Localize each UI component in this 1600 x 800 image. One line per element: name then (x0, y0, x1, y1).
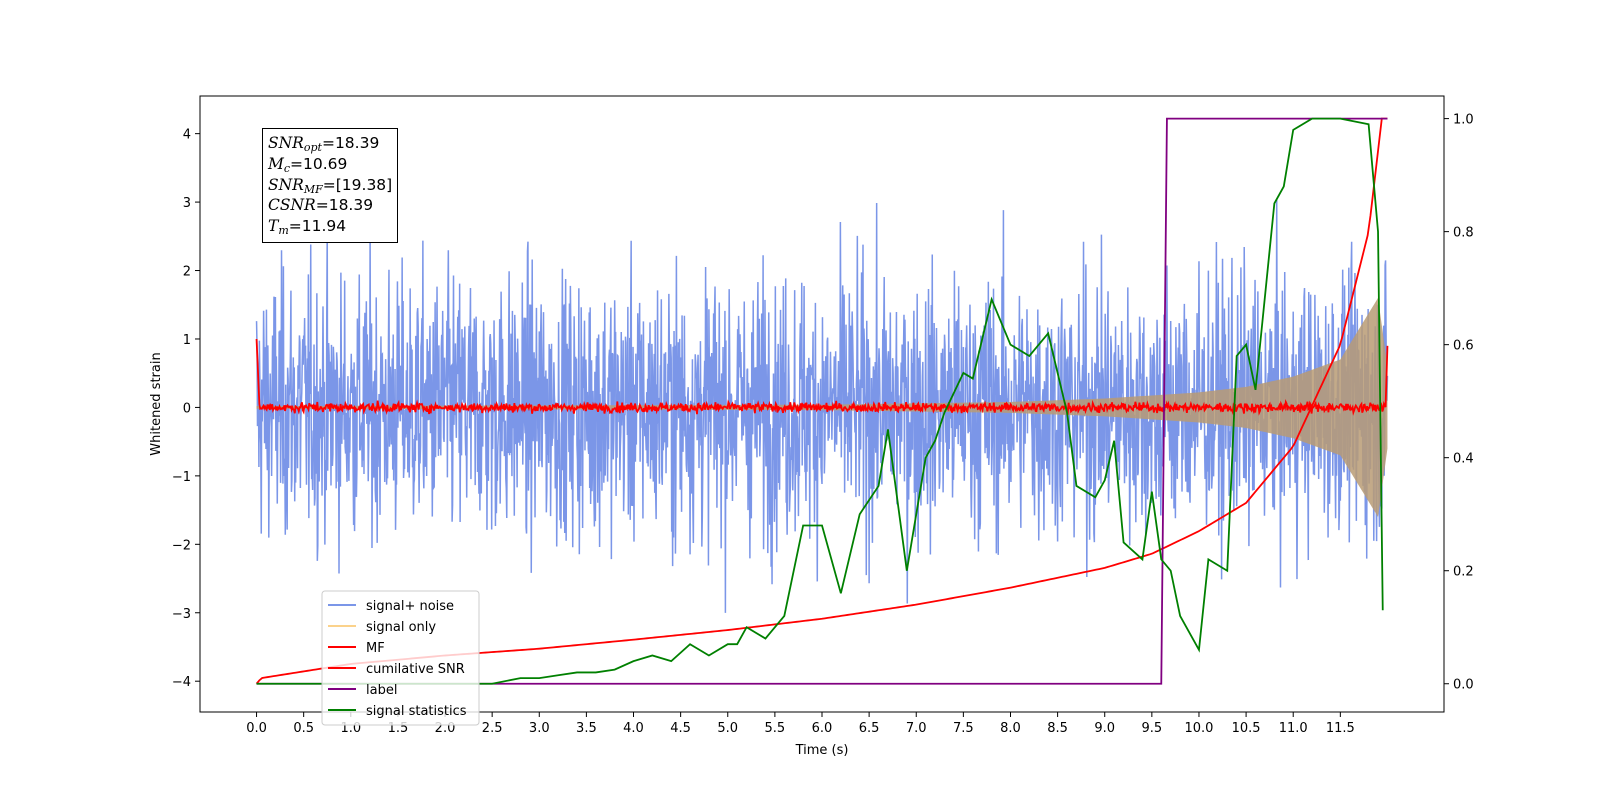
x-tick-label: 3.0 (529, 721, 550, 736)
annotation-mc: Mc=10.69 (268, 154, 348, 175)
y-tick-label: 4 (183, 128, 191, 143)
x-tick-label: 9.5 (1142, 721, 1163, 736)
y-tick-label: 0 (183, 401, 191, 416)
y-tick-label: −4 (172, 675, 191, 690)
x-tick-label: 8.0 (1000, 721, 1021, 736)
x-tick-label: 6.0 (812, 721, 833, 736)
y-right-tick-label: 0.4 (1453, 452, 1474, 467)
legend-label: label (366, 683, 397, 698)
annotation-snr-mf: SNRMF=[19.38] (268, 175, 393, 196)
annotation-snr-opt: SNRopt=18.39 (268, 134, 380, 154)
series-mf (255, 338, 1389, 416)
y-right-tick-label: 0.0 (1453, 678, 1474, 693)
x-tick-label: 10.5 (1232, 721, 1261, 736)
x-tick-label: 4.0 (623, 721, 644, 736)
y-tick-label: −3 (172, 607, 191, 622)
y-tick-label: −1 (172, 470, 191, 485)
legend-label: signal only (366, 620, 436, 635)
x-tick-label: 4.5 (670, 721, 691, 736)
x-tick-label: 11.0 (1279, 721, 1308, 736)
x-tick-label: 6.5 (859, 721, 880, 736)
legend-box (321, 590, 480, 726)
series-signal-statistics (256, 117, 1384, 685)
legend-label: signal statistics (366, 704, 467, 719)
legend-label: MF (366, 641, 385, 656)
y-right-tick-label: 1.0 (1453, 113, 1474, 128)
y-axis-label: Whitened strain (149, 352, 164, 455)
y-right-tick-label: 0.6 (1453, 339, 1474, 354)
legend: signal+ noise signal only MF cumilative SNR… (321, 590, 480, 726)
y-axis-left: −4 −3 −2 −1 0 1 2 3 4 (172, 128, 200, 690)
annotation-tm: Tm=11.94 (268, 217, 347, 238)
x-tick-label: 7.0 (906, 721, 927, 736)
series-label (256, 117, 1388, 685)
y-tick-label: −2 (172, 538, 191, 553)
y-tick-label: 2 (183, 265, 191, 280)
legend-label: cumilative SNR (366, 662, 465, 677)
x-tick-label: 11.5 (1326, 721, 1355, 736)
legend-label: signal+ noise (366, 599, 454, 614)
x-tick-label: 7.5 (953, 721, 974, 736)
x-tick-label: 0.0 (246, 721, 267, 736)
x-tick-label: 5.0 (717, 721, 738, 736)
x-axis-label: Time (s) (795, 743, 849, 758)
x-tick-label: 5.5 (765, 721, 786, 736)
y-right-tick-label: 0.8 (1453, 226, 1474, 241)
x-tick-label: 9.0 (1094, 721, 1115, 736)
x-tick-label: 3.5 (576, 721, 597, 736)
y-tick-label: 1 (183, 333, 191, 348)
y-axis-right: 0.0 0.2 0.4 0.6 0.8 1.0 (1444, 113, 1474, 693)
y-tick-label: 3 (183, 196, 191, 211)
x-tick-label: 10.0 (1184, 721, 1213, 736)
annotation-csnr: CSNR=18.39 (268, 196, 374, 215)
y-right-tick-label: 0.2 (1453, 565, 1474, 580)
x-tick-label: 2.5 (482, 721, 503, 736)
x-tick-label: 8.5 (1047, 721, 1068, 736)
series-signal-noise (255, 198, 1389, 613)
x-tick-label: 0.5 (293, 721, 314, 736)
annotation-box: SNRopt=18.39 Mc=10.69 SNRMF=[19.38] CSNR… (262, 128, 399, 243)
